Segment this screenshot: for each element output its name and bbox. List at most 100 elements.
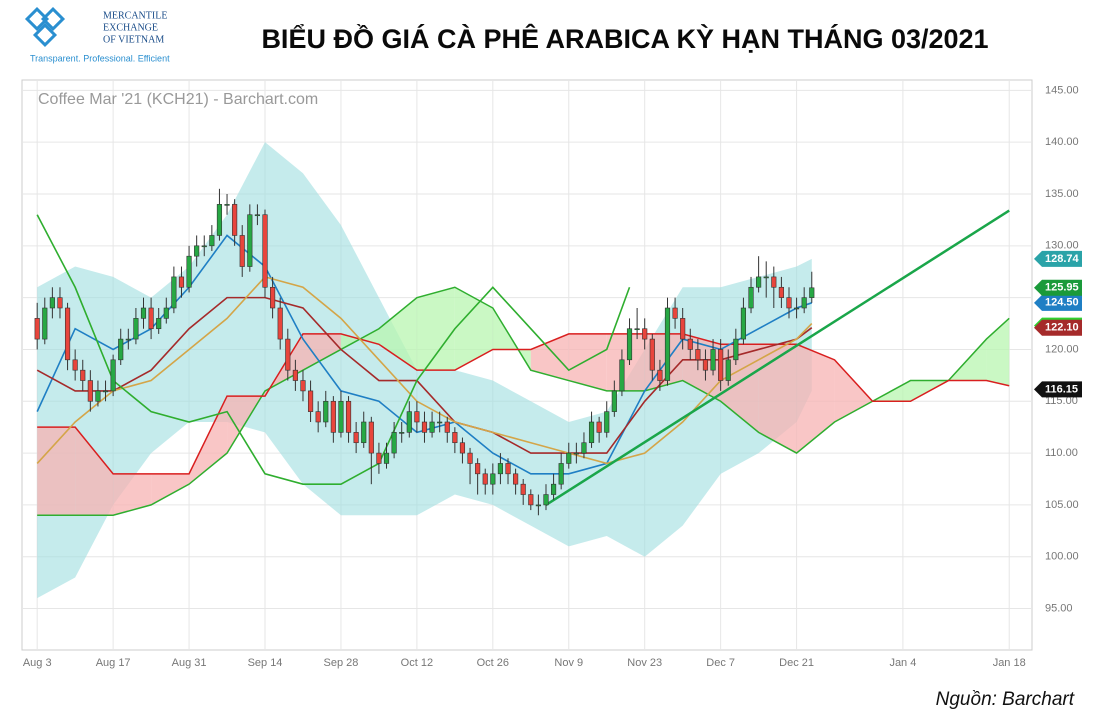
logo-text: MERCANTILE [103, 10, 167, 21]
cloud-segment [606, 333, 645, 391]
candle-body [254, 214, 260, 217]
candle-body [588, 421, 595, 444]
candle-body [163, 307, 169, 319]
candle-body [551, 483, 557, 495]
cloud-segment [113, 473, 152, 516]
price-tag [1034, 381, 1082, 398]
candle-body [452, 432, 458, 444]
price-tag-label: 116.15 [1045, 383, 1078, 395]
candle-body [672, 307, 678, 319]
logo-icon [24, 6, 50, 32]
candle-body [300, 380, 306, 392]
candle-body [118, 338, 124, 361]
candle-body [110, 359, 116, 392]
candle-body [34, 318, 40, 340]
candle-body [619, 359, 625, 392]
cloud-segment [189, 396, 228, 485]
x-tick-label: Nov 9 [554, 657, 583, 669]
candle-body [345, 400, 352, 433]
candle-body [178, 276, 185, 288]
candle-body [649, 338, 655, 371]
candle-body [444, 421, 450, 433]
candle-body [285, 338, 291, 371]
candle-body [64, 307, 71, 361]
candle-body [611, 390, 617, 412]
candle-body [216, 204, 223, 236]
candle-body [80, 369, 86, 381]
candle-body [156, 318, 162, 330]
x-tick-label: Dec 7 [706, 657, 735, 669]
candle-body [277, 307, 283, 340]
candle-body [459, 442, 466, 454]
candle-body [323, 400, 329, 423]
candle-body [695, 349, 701, 361]
candle-body [581, 442, 587, 454]
candle-body [224, 204, 230, 206]
candle-body [95, 390, 101, 402]
candle-body [634, 328, 640, 331]
indicator-line [36, 296, 813, 454]
logo: MERCANTILE EXCHANGE OF VIETNAM Transpare… [24, 6, 170, 63]
candle-body [596, 421, 602, 433]
candle-body [809, 287, 815, 298]
logo-icon [40, 6, 66, 32]
candle-body [513, 473, 519, 485]
cloud-segment [378, 297, 417, 371]
candle-body [194, 245, 200, 257]
x-tick-label: Sep 14 [248, 657, 283, 669]
candle-body [399, 432, 405, 434]
candle-body [657, 369, 663, 381]
candle-body [573, 452, 579, 455]
candle-body [497, 463, 503, 475]
price-tag-label: 125.95 [1045, 282, 1079, 294]
candle-body [140, 307, 147, 319]
y-tick-label: 100.00 [1045, 551, 1079, 563]
price-tag-label: 122.10 [1045, 322, 1079, 334]
candle-body [528, 494, 534, 506]
y-tick-label: 140.00 [1045, 136, 1079, 148]
cloud-segment [37, 427, 76, 516]
candle-body [718, 349, 724, 381]
candle-body [330, 400, 336, 433]
candle-body [475, 463, 481, 475]
candle-body [763, 276, 769, 279]
candle-body [702, 359, 709, 371]
candle-body [49, 297, 55, 309]
candle-body [186, 255, 192, 288]
cloud-segment [986, 318, 1010, 386]
candle-body [148, 307, 154, 330]
candle-body [801, 297, 807, 309]
candle-body [778, 286, 784, 298]
candle-body [102, 390, 109, 393]
cloud-segment [151, 473, 190, 505]
x-tick-label: Aug 31 [172, 657, 207, 669]
candle-body [315, 411, 321, 423]
cloud-segment [416, 287, 455, 371]
candle-body [414, 411, 420, 423]
price-tag [1034, 294, 1082, 311]
cloud-segment [758, 344, 797, 454]
candle-body [239, 235, 245, 267]
candle-body [270, 286, 276, 309]
candle-body [467, 452, 473, 464]
candle-body [57, 297, 63, 309]
candle-body [232, 204, 238, 236]
x-tick-label: Jan 18 [993, 657, 1026, 669]
candle-body [535, 504, 541, 507]
candle-body [626, 328, 633, 361]
candle-body [383, 452, 390, 464]
candle-body [292, 369, 298, 381]
candle-body [406, 411, 412, 433]
candle-body [125, 338, 131, 341]
cloud-segment [568, 333, 607, 391]
candle-body [771, 276, 777, 288]
logo-text: EXCHANGE [103, 22, 158, 33]
candle-body [368, 421, 374, 454]
candle-body [376, 452, 382, 464]
y-tick-label: 130.00 [1045, 240, 1079, 252]
candle-body [687, 338, 693, 350]
y-tick-label: 115.00 [1045, 395, 1078, 407]
y-tick-label: 105.00 [1045, 499, 1079, 511]
candle-body [482, 473, 488, 485]
x-tick-label: Aug 17 [96, 657, 131, 669]
